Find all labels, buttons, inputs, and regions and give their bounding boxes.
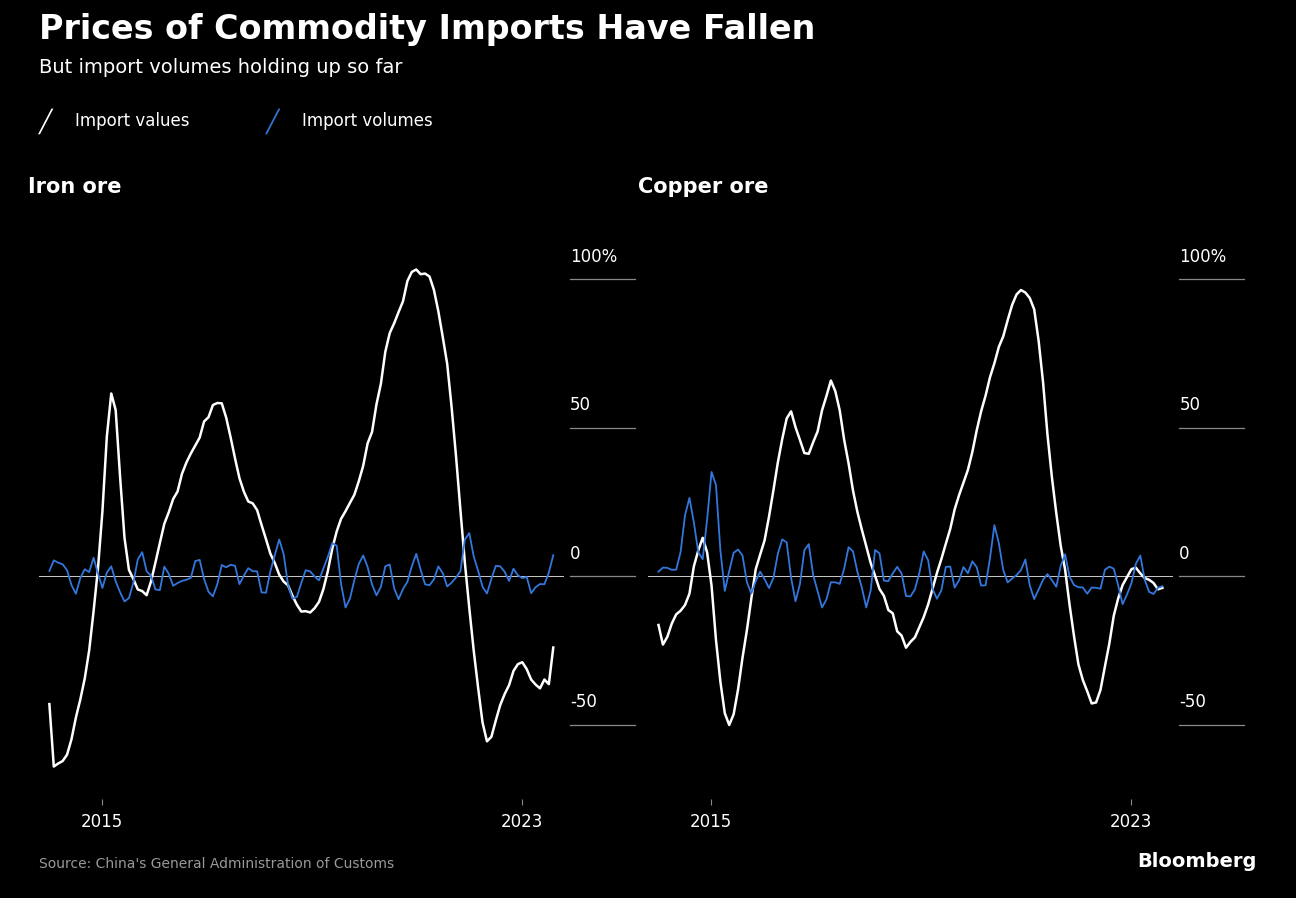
Text: Prices of Commodity Imports Have Fallen: Prices of Commodity Imports Have Fallen [39,13,815,47]
Text: ╱: ╱ [266,109,279,134]
Text: Import values: Import values [75,112,189,130]
Text: Source: China's General Administration of Customs: Source: China's General Administration o… [39,857,394,871]
Text: Iron ore: Iron ore [29,177,122,197]
Text: Bloomberg: Bloomberg [1138,852,1257,871]
Text: 0: 0 [1179,545,1190,563]
Text: 50: 50 [570,396,591,415]
Text: 50: 50 [1179,396,1200,415]
Text: Copper ore: Copper ore [638,177,769,197]
Text: Import volumes: Import volumes [302,112,433,130]
Text: -50: -50 [1179,693,1207,711]
Text: 0: 0 [570,545,581,563]
Text: But import volumes holding up so far: But import volumes holding up so far [39,58,402,77]
Text: 100%: 100% [1179,248,1226,266]
Text: ╱: ╱ [39,109,52,134]
Text: 100%: 100% [570,248,617,266]
Text: -50: -50 [570,693,597,711]
